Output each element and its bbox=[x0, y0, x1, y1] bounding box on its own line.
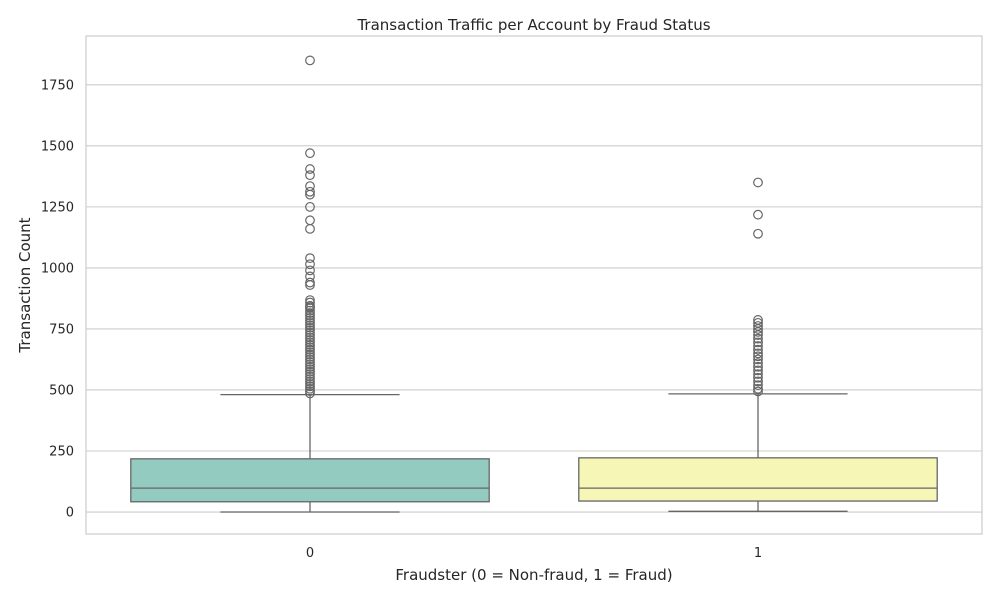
outlier-point bbox=[305, 277, 315, 288]
y-tick-label: 250 bbox=[49, 445, 74, 460]
outlier-point bbox=[753, 376, 763, 387]
outlier-point bbox=[305, 376, 315, 387]
outlier-point bbox=[305, 339, 315, 350]
x-tick-label: 0 bbox=[306, 546, 314, 561]
outlier-point bbox=[305, 337, 315, 348]
outlier-point bbox=[305, 366, 315, 377]
outlier-point bbox=[305, 305, 315, 316]
outlier-point bbox=[305, 388, 315, 399]
outlier-point bbox=[305, 201, 315, 212]
outlier-point bbox=[305, 265, 315, 276]
outlier-point bbox=[305, 325, 315, 336]
outlier-point bbox=[305, 378, 315, 389]
grid-lines bbox=[86, 84, 982, 513]
outlier-point bbox=[305, 259, 315, 270]
outlier-point bbox=[305, 383, 315, 394]
chart-title: Transaction Traffic per Account by Fraud… bbox=[356, 16, 710, 34]
outlier-point bbox=[305, 381, 315, 392]
outlier-point bbox=[753, 341, 763, 351]
y-tick-label: 500 bbox=[49, 383, 74, 398]
outlier-point bbox=[753, 351, 763, 362]
outlier-point bbox=[305, 215, 315, 226]
outlier-point bbox=[305, 369, 315, 380]
y-axis-ticks: 0 250 500 750 1000 1250 1500 1750 bbox=[41, 78, 74, 520]
outlier-point bbox=[305, 315, 315, 326]
outlier-point bbox=[305, 361, 315, 372]
outlier-point bbox=[753, 369, 763, 380]
outlier-point bbox=[753, 324, 763, 334]
boxes bbox=[130, 55, 938, 513]
outlier-point bbox=[305, 317, 315, 328]
outlier-point bbox=[305, 364, 315, 375]
outlier-point bbox=[305, 330, 315, 340]
outlier-point bbox=[753, 344, 763, 355]
plot-frame bbox=[85, 35, 983, 535]
outlier-point bbox=[305, 253, 315, 264]
outlier-point bbox=[305, 349, 315, 360]
outlier-point bbox=[753, 228, 763, 239]
outlier-point bbox=[753, 372, 763, 383]
outlier-point bbox=[753, 330, 763, 340]
outlier-point bbox=[305, 223, 315, 234]
outlier-point bbox=[753, 358, 763, 369]
y-tick-label: 750 bbox=[49, 322, 74, 337]
outlier-point bbox=[305, 189, 315, 200]
outlier-point bbox=[305, 55, 315, 66]
outlier-point bbox=[753, 209, 763, 220]
y-axis-label: Transaction Count bbox=[16, 217, 34, 353]
outlier-point bbox=[753, 326, 763, 337]
outlier-point bbox=[305, 303, 315, 314]
outlier-point bbox=[753, 386, 763, 397]
outlier-point bbox=[753, 333, 763, 344]
outlier-point bbox=[305, 359, 315, 370]
y-tick-label: 1250 bbox=[41, 200, 74, 215]
outlier-point bbox=[753, 354, 763, 365]
outlier-point bbox=[753, 348, 763, 359]
outlier-point bbox=[305, 164, 315, 174]
outlier-point bbox=[305, 332, 315, 343]
outlier-point bbox=[753, 365, 763, 376]
outlier-point bbox=[753, 337, 763, 348]
box-iqr bbox=[130, 458, 490, 503]
outlier-point bbox=[753, 177, 763, 188]
x-axis-label: Fraudster (0 = Non-fraud, 1 = Fraud) bbox=[395, 566, 672, 584]
outlier-point bbox=[305, 186, 315, 197]
x-tick-label: 1 bbox=[754, 546, 762, 561]
outlier-point bbox=[305, 344, 315, 355]
outlier-point bbox=[753, 361, 763, 372]
outlier-point bbox=[305, 322, 315, 333]
outlier-point bbox=[305, 347, 315, 358]
outlier-point bbox=[305, 313, 315, 323]
y-tick-label: 1500 bbox=[41, 139, 74, 154]
outlier-point bbox=[305, 310, 315, 321]
outlier-point bbox=[305, 170, 315, 181]
y-tick-label: 0 bbox=[66, 506, 74, 521]
y-tick-label: 1000 bbox=[41, 261, 74, 276]
outlier-point bbox=[305, 371, 315, 382]
outlier-point bbox=[305, 308, 315, 318]
box-group-0 bbox=[130, 55, 490, 513]
outlier-point bbox=[305, 320, 315, 331]
outlier-point bbox=[753, 380, 763, 390]
outlier-point bbox=[305, 374, 315, 384]
box-iqr bbox=[578, 457, 938, 502]
outlier-point bbox=[305, 342, 315, 353]
outlier-point bbox=[305, 327, 315, 338]
outlier-point bbox=[305, 335, 315, 345]
outlier-point bbox=[305, 280, 315, 290]
outlier-point bbox=[753, 383, 763, 394]
y-tick-label: 1750 bbox=[41, 78, 74, 93]
box-group-1 bbox=[578, 177, 938, 512]
outlier-point bbox=[305, 352, 315, 362]
outlier-point bbox=[305, 356, 315, 367]
outlier-point bbox=[305, 148, 315, 159]
outlier-point bbox=[305, 354, 315, 365]
